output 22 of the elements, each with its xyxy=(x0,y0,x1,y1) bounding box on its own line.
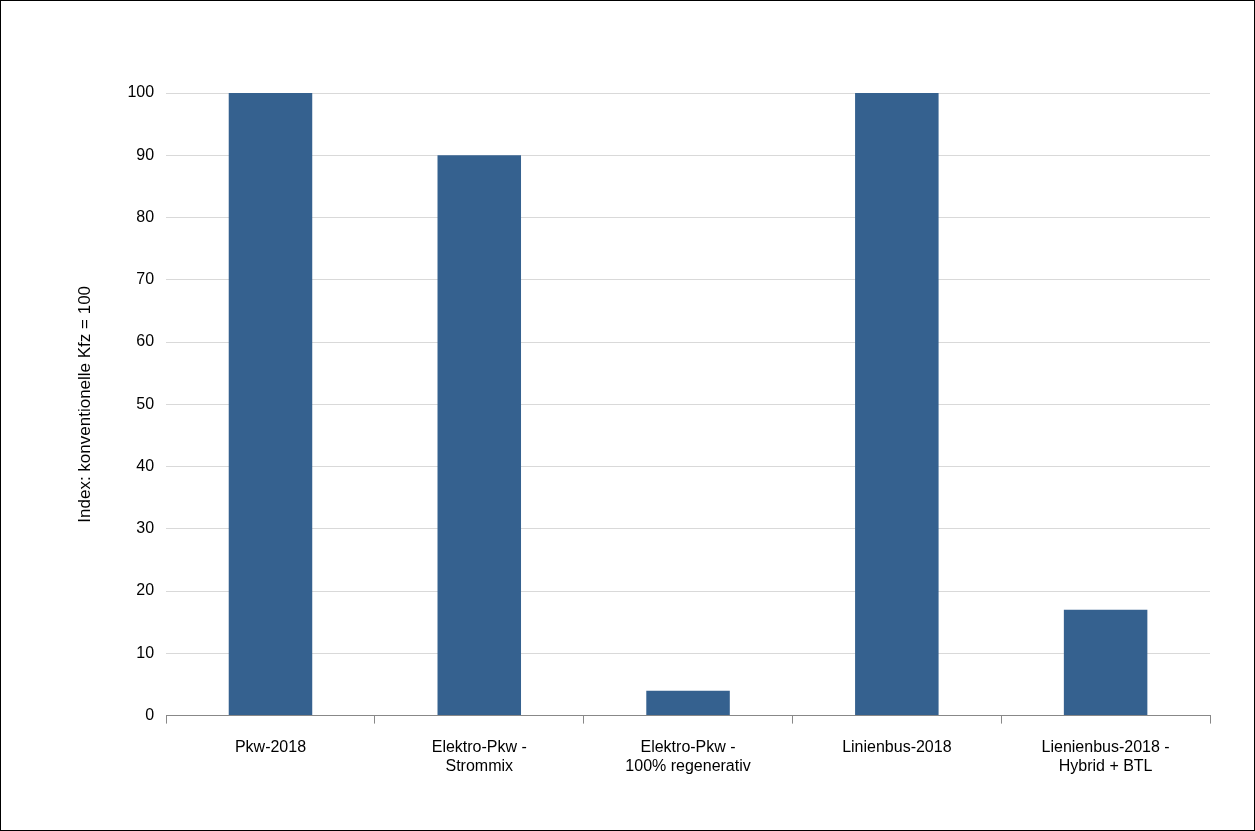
bar xyxy=(646,690,730,716)
x-tick-label: Elektro-Pkw - Strommix xyxy=(431,737,527,774)
bar xyxy=(855,93,939,716)
y-tick-label: 90 xyxy=(136,145,155,163)
x-tick-label: Lienienbus-2018 - Hybrid + BTL xyxy=(1041,737,1170,774)
x-tick-label: Elektro-Pkw - 100% regenerativ xyxy=(625,737,751,774)
y-tick-label: 70 xyxy=(136,270,155,288)
y-tick-label: 40 xyxy=(136,456,155,474)
bar xyxy=(228,93,313,716)
y-tick-label: 10 xyxy=(136,643,155,661)
y-tick-label: 80 xyxy=(136,207,155,225)
y-tick-label: 0 xyxy=(145,706,155,724)
bar xyxy=(437,155,522,716)
y-tick-label: 100 xyxy=(127,83,155,101)
bar xyxy=(1063,609,1148,716)
x-tick-label: Linienbus-2018 xyxy=(842,737,952,755)
y-tick-label: 20 xyxy=(136,581,155,599)
y-tick-label: 50 xyxy=(136,394,155,412)
y-axis-title: Index: konventionelle Kfz = 100 xyxy=(74,285,94,523)
x-tick-label: Pkw-2018 xyxy=(234,737,307,755)
y-tick-label: 60 xyxy=(136,332,155,350)
y-tick-label: 30 xyxy=(136,519,155,537)
